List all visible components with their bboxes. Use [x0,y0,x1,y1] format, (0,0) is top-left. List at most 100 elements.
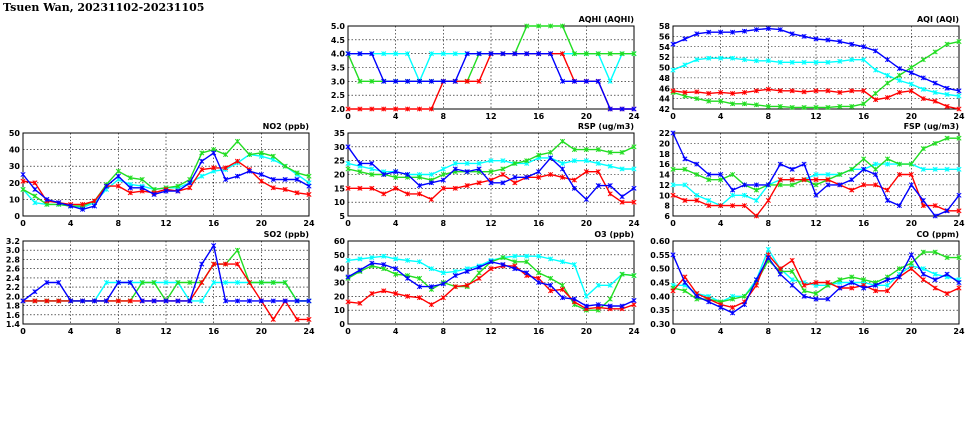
data-point [753,187,759,193]
data-point [896,77,902,84]
data-point [607,51,613,57]
plot-frame [347,25,635,110]
chart-title: CO (ppm) [916,230,959,239]
data-point [908,81,914,87]
data-point [670,67,676,73]
data-point [694,96,700,102]
data-point [44,279,50,286]
data-point [416,78,423,84]
data-point [908,161,914,167]
data-point [682,36,688,42]
data-point [488,51,494,57]
data-point [718,29,724,35]
data-point [849,279,855,286]
data-point [223,279,229,286]
data-point [393,271,399,277]
data-point [536,270,542,276]
data-point [103,298,109,304]
data-point [20,171,26,178]
data-point [452,185,458,191]
data-point [583,196,589,202]
data-point [187,298,193,304]
data-point [294,170,300,176]
x-tick-label: 12 [810,219,821,228]
data-point [345,160,351,166]
data-point [103,183,109,189]
data-point [345,51,351,57]
data-point [956,106,962,112]
data-point [741,293,748,299]
data-point [694,192,700,198]
data-point [670,130,676,136]
data-point [381,191,387,197]
data-point [595,160,601,166]
data-point [223,261,229,267]
x-tick-label: 20 [581,327,593,336]
x-tick-label: 4 [68,219,74,228]
data-point [873,288,879,294]
data-point [718,171,724,178]
data-point [440,270,446,276]
data-point [741,57,748,63]
data-point [559,282,566,288]
data-point [32,298,38,304]
data-point [357,160,363,166]
data-point [631,273,637,279]
chart-title: NO2 (ppb) [263,122,309,131]
data-point [920,203,926,209]
data-point [908,182,914,188]
data-point [32,180,38,186]
y-tick-label: 0.50 [650,265,670,274]
data-point [405,106,411,112]
data-point [294,298,300,304]
y-tick-label: 3.0 [331,77,346,86]
data-point [306,191,312,197]
data-point [115,173,121,179]
data-point [595,51,601,57]
data-point [619,51,625,57]
data-point [428,266,434,272]
data-point [956,39,962,45]
data-point [765,246,771,252]
data-point [476,180,482,186]
chart-so2: 0 4 8 12 16 20 24 1.41.61.82.02.22.42.62.83.03.… [6,230,315,336]
data-point [163,279,169,286]
chart-title: RSP (ug/m3) [578,122,634,131]
data-point [753,213,759,219]
data-point [500,261,506,268]
data-point [861,57,867,63]
data-point [813,192,819,198]
data-point [440,171,446,178]
y-tick-label: 2.5 [331,91,346,100]
y-tick-label: 5.0 [331,22,346,31]
data-point [199,166,205,173]
data-point [199,261,205,267]
data-point [932,249,938,255]
data-point [789,166,795,172]
data-point [765,197,771,203]
data-point [849,285,855,291]
data-point [115,279,121,286]
y-tick-label: 42 [659,105,670,114]
chart-title: SO2 (ppb) [264,230,309,239]
x-tick-label: 0 [670,327,676,336]
data-point [718,55,724,61]
data-point [127,190,133,196]
data-point [825,88,831,94]
data-point [670,166,676,172]
data-point [571,78,577,84]
data-point [68,203,74,209]
data-point [619,199,625,205]
chart-co: 0 4 8 12 16 20 24 0.30 0.35 0.40 0.45 0.50 0.55 0.60 C… [650,230,965,336]
data-point [932,140,938,146]
data-point [151,279,157,286]
data-point [428,180,434,186]
data-point [741,28,748,34]
data-point [765,26,771,32]
data-point [861,285,867,291]
data-point [777,27,783,33]
data-point [932,89,938,95]
x-tick-label: 8 [441,112,447,121]
data-point [32,186,38,192]
data-point [837,58,843,64]
